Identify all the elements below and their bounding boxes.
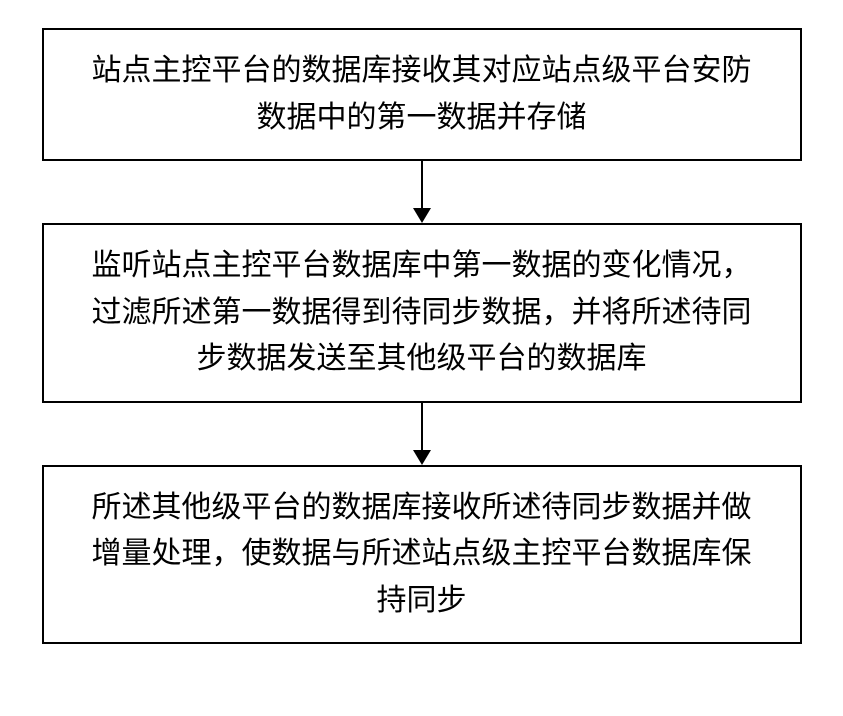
arrow-1-line (421, 161, 423, 208)
flow-step-2: 监听站点主控平台数据库中第一数据的变化情况，过滤所述第一数据得到待同步数据，并将… (42, 223, 802, 403)
flow-step-3: 所述其他级平台的数据库接收所述待同步数据并做增量处理，使数据与所述站点级主控平台… (42, 465, 802, 645)
arrow-2-line (421, 403, 423, 450)
flow-step-1-text: 站点主控平台的数据库接收其对应站点级平台安防数据中的第一数据并存储 (92, 54, 752, 134)
arrow-1 (413, 161, 431, 223)
arrow-2-head (413, 450, 431, 465)
arrow-2 (413, 403, 431, 465)
arrow-1-head (413, 208, 431, 223)
flow-step-1: 站点主控平台的数据库接收其对应站点级平台安防数据中的第一数据并存储 (42, 28, 802, 161)
flow-step-3-text: 所述其他级平台的数据库接收所述待同步数据并做增量处理，使数据与所述站点级主控平台… (92, 491, 752, 617)
flowchart-container: 站点主控平台的数据库接收其对应站点级平台安防数据中的第一数据并存储 监听站点主控… (42, 28, 802, 644)
flow-step-2-text: 监听站点主控平台数据库中第一数据的变化情况，过滤所述第一数据得到待同步数据，并将… (92, 249, 752, 375)
